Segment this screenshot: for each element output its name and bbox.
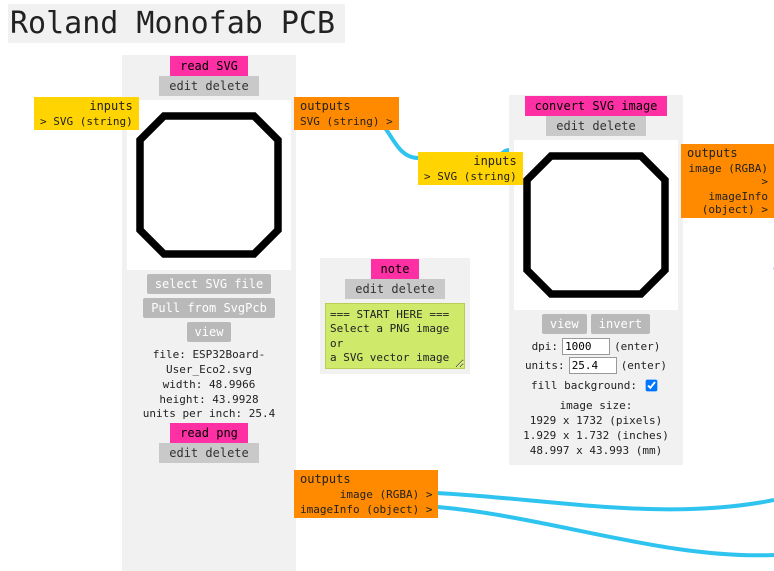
delete-link[interactable]: delete bbox=[205, 446, 248, 460]
svg-preview bbox=[127, 100, 291, 270]
port-label: inputs bbox=[34, 97, 139, 115]
node-read-png[interactable]: read png edit delete bbox=[122, 422, 296, 571]
select-svg-button[interactable]: select SVG file bbox=[147, 274, 271, 294]
units-hint: (enter) bbox=[621, 359, 667, 372]
units-input[interactable] bbox=[569, 357, 617, 374]
port-label: outputs bbox=[294, 470, 438, 488]
port-label: outputs bbox=[681, 144, 774, 162]
node-title: convert SVG image bbox=[525, 96, 668, 116]
node-convert-svg[interactable]: convert SVG image edit delete view inver… bbox=[509, 95, 683, 465]
dpi-hint: (enter) bbox=[614, 340, 660, 353]
port-row[interactable]: image (RGBA) > bbox=[294, 488, 438, 503]
edit-link[interactable]: edit bbox=[556, 119, 585, 133]
node-title: note bbox=[371, 259, 420, 279]
svg-meta: file: ESP32Board-User_Eco2.svg width: 48… bbox=[123, 346, 295, 428]
port-row[interactable]: imageInfo (object) > bbox=[681, 190, 774, 218]
edit-link[interactable]: edit bbox=[355, 282, 384, 296]
view-button[interactable]: view bbox=[542, 314, 587, 334]
edit-link[interactable]: edit bbox=[169, 446, 198, 460]
port-outputs-convert[interactable]: outputs image (RGBA) > imageInfo (object… bbox=[681, 144, 774, 218]
page-title: Roland Monofab PCB bbox=[8, 4, 345, 43]
note-body[interactable]: === START HERE === Select a PNG image or… bbox=[325, 303, 465, 369]
edit-link[interactable]: edit bbox=[169, 79, 198, 93]
invert-button[interactable]: invert bbox=[591, 314, 650, 334]
pull-svgpcb-button[interactable]: Pull from SvgPcb bbox=[143, 298, 275, 318]
convert-meta: image size: 1929 x 1732 (pixels) 1.929 x… bbox=[510, 397, 682, 464]
port-row[interactable]: imageInfo (object) > bbox=[294, 503, 438, 518]
delete-link[interactable]: delete bbox=[391, 282, 434, 296]
port-outputs-readsvg[interactable]: outputs SVG (string) > bbox=[294, 97, 399, 130]
fill-checkbox[interactable] bbox=[646, 380, 658, 392]
port-outputs-readpng[interactable]: outputs image (RGBA) > imageInfo (object… bbox=[294, 470, 438, 518]
port-label: outputs bbox=[294, 97, 399, 115]
node-title: read SVG bbox=[170, 56, 248, 76]
dpi-label: dpi: bbox=[532, 340, 559, 353]
dpi-input[interactable] bbox=[562, 338, 610, 355]
node-edit-delete[interactable]: edit delete bbox=[546, 116, 646, 136]
node-read-svg[interactable]: read SVG edit delete select SVG file Pul… bbox=[122, 55, 296, 429]
node-edit-delete[interactable]: edit delete bbox=[159, 76, 259, 96]
delete-link[interactable]: delete bbox=[592, 119, 635, 133]
canvas: { "title": "Roland Monofab PCB", "colors… bbox=[0, 0, 774, 571]
port-row[interactable]: SVG (string) > bbox=[294, 115, 399, 130]
node-edit-delete[interactable]: edit delete bbox=[159, 443, 259, 463]
port-row[interactable]: image (RGBA) > bbox=[681, 162, 774, 190]
units-label: units: bbox=[525, 359, 565, 372]
delete-link[interactable]: delete bbox=[205, 79, 248, 93]
port-row[interactable]: > SVG (string) bbox=[418, 170, 523, 185]
port-inputs-readsvg[interactable]: inputs > SVG (string) bbox=[34, 97, 139, 130]
view-button[interactable]: view bbox=[187, 322, 232, 342]
port-row[interactable]: > SVG (string) bbox=[34, 115, 139, 130]
convert-preview bbox=[514, 140, 678, 310]
fill-label: fill background: bbox=[531, 379, 637, 392]
node-edit-delete[interactable]: edit delete bbox=[345, 279, 445, 299]
node-note[interactable]: note edit delete === START HERE === Sele… bbox=[320, 258, 470, 374]
port-inputs-convert[interactable]: inputs > SVG (string) bbox=[418, 152, 523, 185]
port-label: inputs bbox=[418, 152, 523, 170]
node-title: read png bbox=[170, 423, 248, 443]
